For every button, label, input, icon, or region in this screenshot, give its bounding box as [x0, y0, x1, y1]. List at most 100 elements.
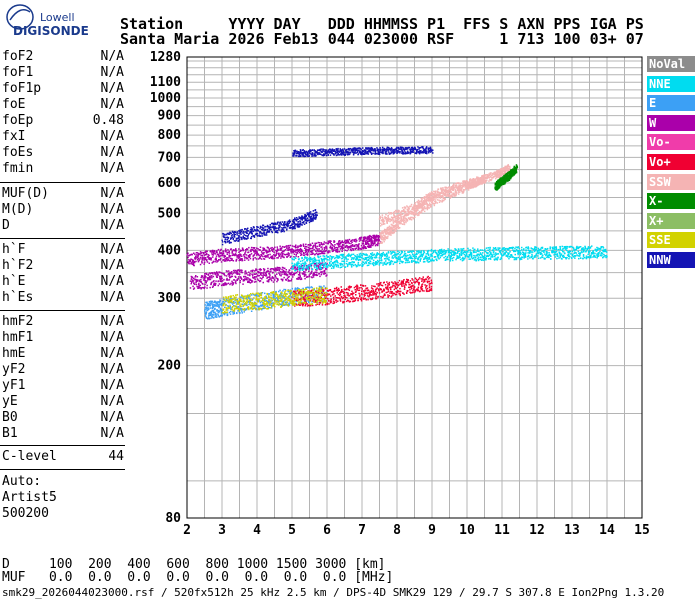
- data-point-ssw: [383, 237, 386, 240]
- data-point-w: [238, 273, 241, 275]
- data-point-w: [320, 273, 323, 276]
- data-point-nnw: [278, 225, 280, 227]
- data-point-w: [217, 280, 220, 282]
- data-point-ssw: [453, 194, 455, 197]
- data-point-nnw: [269, 224, 271, 226]
- data-point-nnw: [256, 232, 259, 235]
- data-point-nnw: [387, 150, 389, 152]
- data-point-ssw: [408, 211, 411, 214]
- data-point-w: [355, 247, 358, 250]
- data-point-ssw: [400, 219, 403, 221]
- data-point-ssw: [423, 203, 425, 206]
- data-point-w: [248, 281, 250, 284]
- data-point-nnw: [429, 146, 432, 149]
- data-point-nnw: [358, 149, 360, 151]
- data-point-nne: [327, 256, 329, 258]
- data-point-ssw: [389, 232, 392, 234]
- data-point-ssw: [437, 191, 439, 194]
- data-point-w: [299, 274, 301, 277]
- data-point-ssw: [436, 190, 439, 192]
- data-point-w: [356, 245, 358, 248]
- data-point-nnw: [400, 147, 402, 150]
- data-point-w: [219, 251, 221, 253]
- data-point-nne: [293, 264, 296, 267]
- data-point-w: [233, 272, 235, 274]
- data-point-w: [192, 280, 195, 282]
- data-point-nnw: [410, 150, 412, 152]
- data-point-w: [190, 262, 192, 265]
- data-point-nnw: [412, 151, 415, 153]
- data-point-w: [265, 252, 268, 254]
- data-point-ssw: [392, 224, 394, 226]
- data-point-w: [249, 255, 251, 257]
- data-point-ssw: [449, 191, 452, 194]
- data-point-ssw: [442, 188, 445, 191]
- data-point-nne: [297, 263, 299, 265]
- data-point-nnw: [246, 235, 249, 238]
- data-point-w: [193, 277, 195, 280]
- data-point-nne: [452, 256, 455, 259]
- data-point-w: [300, 254, 302, 256]
- data-point-w: [337, 244, 339, 246]
- data-point-nnw: [367, 153, 370, 155]
- data-point-ssw: [459, 182, 462, 185]
- data-point-ssw: [404, 212, 407, 214]
- data-point-w: [220, 279, 222, 281]
- data-point-nne: [461, 248, 464, 250]
- data-point-nnw: [314, 154, 316, 157]
- data-point-w: [213, 282, 216, 284]
- data-point-nnw: [345, 149, 347, 151]
- data-point-ssw: [472, 181, 475, 183]
- data-point-nne: [377, 260, 379, 263]
- data-point-ssw: [421, 207, 424, 209]
- data-point-w: [350, 249, 353, 252]
- data-point-w: [339, 242, 342, 245]
- data-point-ssw: [429, 194, 432, 197]
- data-point-nne: [362, 253, 365, 255]
- data-point-w: [316, 245, 319, 248]
- data-point-w: [252, 249, 254, 251]
- data-point-nnw: [310, 220, 312, 222]
- data-point-w: [311, 270, 313, 272]
- data-point-ssw: [503, 168, 505, 170]
- data-point-ssw: [449, 190, 452, 192]
- data-point-nne: [404, 253, 407, 255]
- data-point-nne: [355, 256, 358, 259]
- data-point-nnw: [301, 149, 304, 152]
- data-point-w: [278, 255, 280, 258]
- data-point-w: [250, 250, 252, 253]
- data-point-nne: [292, 267, 294, 270]
- data-point-w: [292, 249, 294, 251]
- data-point-nne: [405, 259, 407, 262]
- data-point-w: [256, 253, 258, 255]
- data-point-ssw: [420, 209, 423, 212]
- data-point-w: [226, 251, 228, 254]
- data-point-w: [239, 269, 241, 271]
- data-point-w: [236, 279, 239, 281]
- data-point-ssw: [479, 180, 481, 183]
- data-point-ssw: [434, 192, 436, 194]
- data-point-nne: [358, 255, 360, 257]
- data-point-w: [206, 280, 208, 282]
- data-point-w: [339, 245, 341, 247]
- data-point-nne: [342, 255, 344, 257]
- data-point-nnw: [378, 153, 381, 156]
- data-point-ssw: [479, 179, 482, 182]
- data-point-nnw: [239, 230, 241, 233]
- data-point-w: [369, 239, 371, 242]
- data-point-w: [362, 239, 364, 242]
- data-point-nnw: [402, 151, 405, 153]
- data-point-ssw: [476, 177, 478, 179]
- data-point-w: [305, 274, 307, 276]
- data-point-w: [295, 272, 298, 274]
- data-point-nne: [325, 263, 327, 265]
- data-point-w: [326, 274, 328, 276]
- data-point-nne: [433, 250, 436, 252]
- data-point-w: [268, 248, 270, 250]
- data-point-nne: [376, 263, 378, 265]
- data-point-ssw: [415, 211, 418, 213]
- data-point-ssw: [435, 201, 437, 203]
- data-point-ssw: [449, 195, 452, 197]
- data-point-ssw: [396, 222, 398, 224]
- data-point-ssw: [486, 179, 488, 182]
